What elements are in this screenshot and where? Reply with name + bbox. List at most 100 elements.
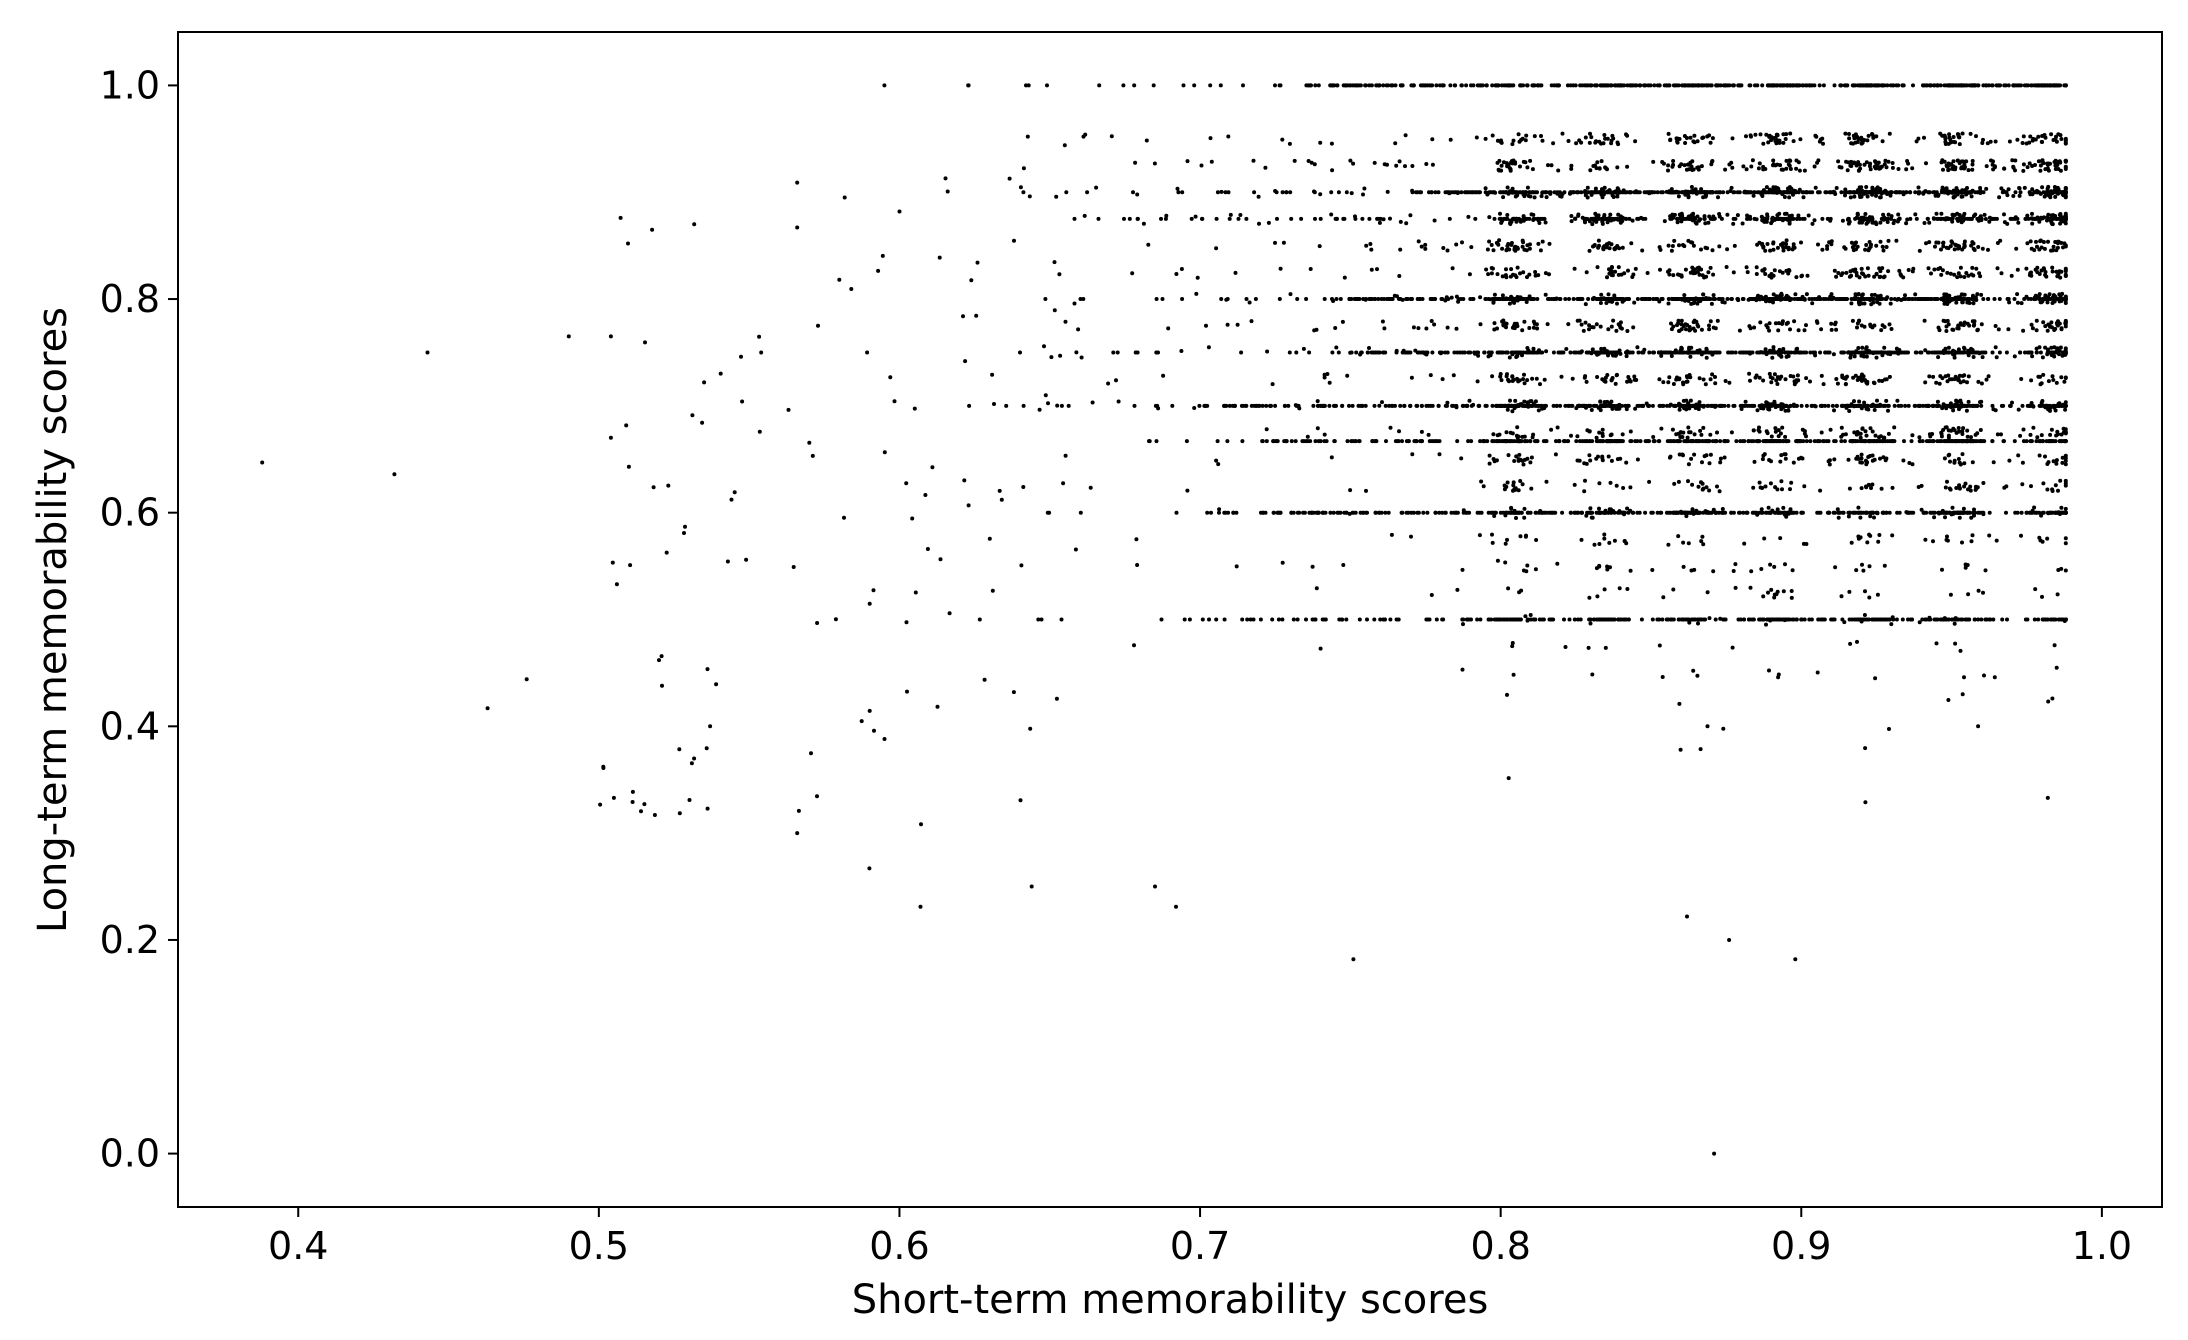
scatter-point bbox=[2050, 190, 2055, 195]
scatter-point bbox=[1688, 354, 1693, 359]
scatter-point bbox=[1760, 457, 1765, 462]
scatter-point bbox=[1529, 455, 1534, 460]
scatter-point bbox=[2056, 187, 2061, 192]
scatter-point bbox=[1990, 403, 1995, 408]
scatter-point bbox=[1605, 564, 1610, 569]
scatter-point bbox=[1934, 211, 1939, 216]
scatter-point bbox=[1501, 318, 1506, 323]
scatter-point bbox=[2030, 138, 2035, 143]
scatter-point bbox=[1538, 248, 1543, 253]
scatter-point bbox=[1236, 216, 1241, 221]
scatter-point bbox=[1697, 218, 1701, 223]
scatter-point bbox=[1767, 321, 1772, 326]
points-layer bbox=[260, 83, 2068, 1156]
scatter-point bbox=[2063, 541, 2068, 546]
scatter-point bbox=[1860, 345, 1865, 350]
scatter-point bbox=[1606, 353, 1610, 358]
scatter-point bbox=[1886, 238, 1891, 243]
scatter-point bbox=[1382, 326, 1387, 331]
scatter-point bbox=[2031, 425, 2036, 430]
scatter-point bbox=[1510, 374, 1515, 379]
scatter-point bbox=[1682, 163, 1687, 168]
scatter-point bbox=[1590, 510, 1595, 515]
scatter-point bbox=[1688, 439, 1693, 444]
scatter-point bbox=[2034, 350, 2039, 355]
scatter-point bbox=[1500, 293, 1505, 298]
scatter-point bbox=[1694, 221, 1699, 226]
scatter-point bbox=[2049, 132, 2054, 137]
scatter-point bbox=[1886, 431, 1891, 436]
scatter-point bbox=[1957, 515, 1962, 520]
scatter-point bbox=[1818, 488, 1823, 493]
scatter-point bbox=[1839, 425, 1844, 430]
scatter-point bbox=[1847, 589, 1852, 594]
scatter-point bbox=[1651, 159, 1656, 164]
scatter-point bbox=[1781, 248, 1786, 253]
scatter-point bbox=[1855, 378, 1860, 382]
scatter-point bbox=[1791, 460, 1796, 465]
scatter-point bbox=[1910, 269, 1915, 274]
scatter-point bbox=[1866, 273, 1871, 278]
scatter-point bbox=[1947, 293, 1952, 298]
scatter-point bbox=[1294, 350, 1299, 355]
scatter-point bbox=[1853, 267, 1858, 272]
scatter-point bbox=[1748, 133, 1753, 138]
scatter-point bbox=[1605, 220, 1610, 225]
scatter-point bbox=[1955, 216, 1960, 221]
scatter-point bbox=[1510, 216, 1515, 221]
scatter-point bbox=[1695, 165, 1700, 170]
scatter-point bbox=[1711, 569, 1716, 574]
scatter-point bbox=[1671, 382, 1676, 386]
scatter-point bbox=[1864, 433, 1869, 438]
scatter-point bbox=[1287, 141, 1292, 146]
scatter-point bbox=[1685, 379, 1690, 384]
scatter-point bbox=[1106, 381, 1111, 386]
scatter-point bbox=[1896, 167, 1901, 171]
scatter-point bbox=[1796, 456, 1801, 461]
scatter-point bbox=[1886, 159, 1891, 164]
scatter-point bbox=[1764, 185, 1769, 190]
scatter-point bbox=[1775, 375, 1780, 380]
scatter-point bbox=[1215, 190, 1220, 195]
scatter-point bbox=[2030, 187, 2035, 192]
scatter-point bbox=[1699, 164, 1704, 169]
scatter-point bbox=[1859, 266, 1864, 271]
scatter-point bbox=[1927, 374, 1932, 379]
scatter-point bbox=[1518, 271, 1522, 276]
scatter-point bbox=[1534, 376, 1539, 381]
scatter-point bbox=[1315, 399, 1320, 404]
scatter-point bbox=[2042, 267, 2047, 272]
scatter-point bbox=[1717, 489, 1722, 494]
scatter-point bbox=[1889, 216, 1894, 221]
scatter-point bbox=[1144, 138, 1149, 143]
scatter-point bbox=[1999, 271, 2004, 276]
scatter-point bbox=[1949, 377, 1954, 382]
scatter-point bbox=[1853, 373, 1858, 378]
scatter-point bbox=[1064, 190, 1069, 195]
scatter-point bbox=[1777, 321, 1781, 326]
scatter-point bbox=[1340, 319, 1345, 324]
scatter-point bbox=[1855, 325, 1859, 330]
scatter-point bbox=[1733, 585, 1738, 590]
scatter-point bbox=[1991, 617, 1996, 622]
scatter-point bbox=[2023, 350, 2027, 355]
scatter-point bbox=[1512, 326, 1517, 331]
scatter-point bbox=[1613, 246, 1618, 250]
scatter-point bbox=[1791, 242, 1796, 247]
scatter-point bbox=[1868, 244, 1873, 249]
scatter-point bbox=[1788, 507, 1793, 512]
scatter-point bbox=[1668, 454, 1673, 459]
scatter-point bbox=[1991, 460, 1996, 465]
scatter-point bbox=[1682, 244, 1687, 249]
scatter-point bbox=[1313, 216, 1317, 221]
scatter-point bbox=[1511, 488, 1515, 493]
scatter-point bbox=[1461, 622, 1465, 627]
scatter-point bbox=[1597, 243, 1601, 248]
scatter-point bbox=[1829, 327, 1834, 332]
scatter-point bbox=[1622, 539, 1627, 543]
scatter-point bbox=[2020, 403, 2025, 408]
scatter-point bbox=[1795, 373, 1800, 378]
scatter-point bbox=[1781, 505, 1786, 510]
scatter-point bbox=[1857, 168, 1861, 173]
scatter-point bbox=[2062, 379, 2067, 384]
